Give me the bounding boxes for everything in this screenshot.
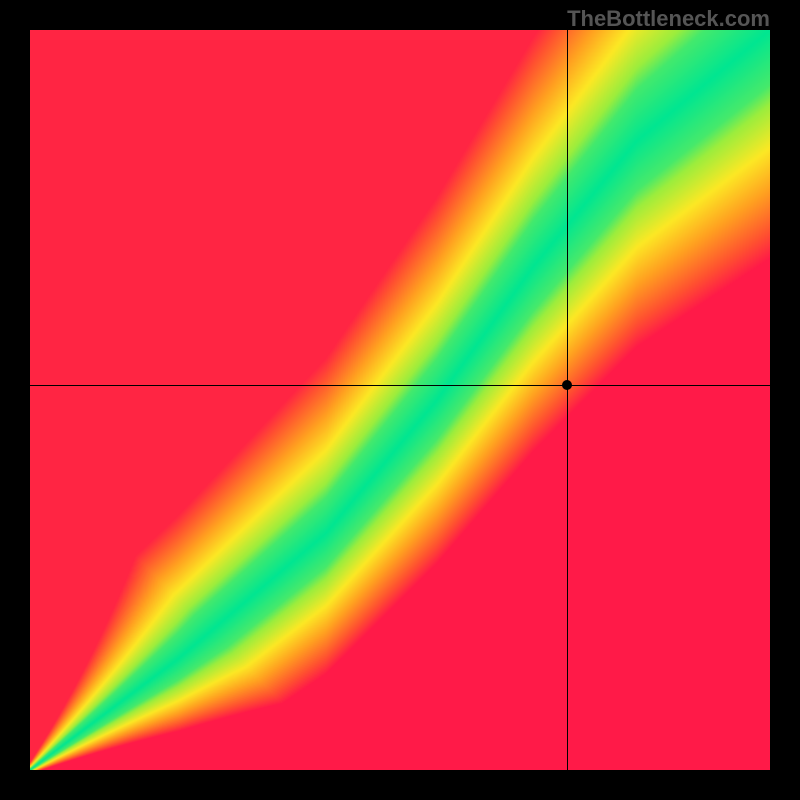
marker-dot — [562, 380, 572, 390]
crosshair-vertical — [567, 30, 568, 770]
watermark: TheBottleneck.com — [567, 6, 770, 32]
heatmap-canvas — [30, 30, 770, 770]
crosshair-horizontal — [30, 385, 770, 386]
bottleneck-heatmap — [30, 30, 770, 770]
